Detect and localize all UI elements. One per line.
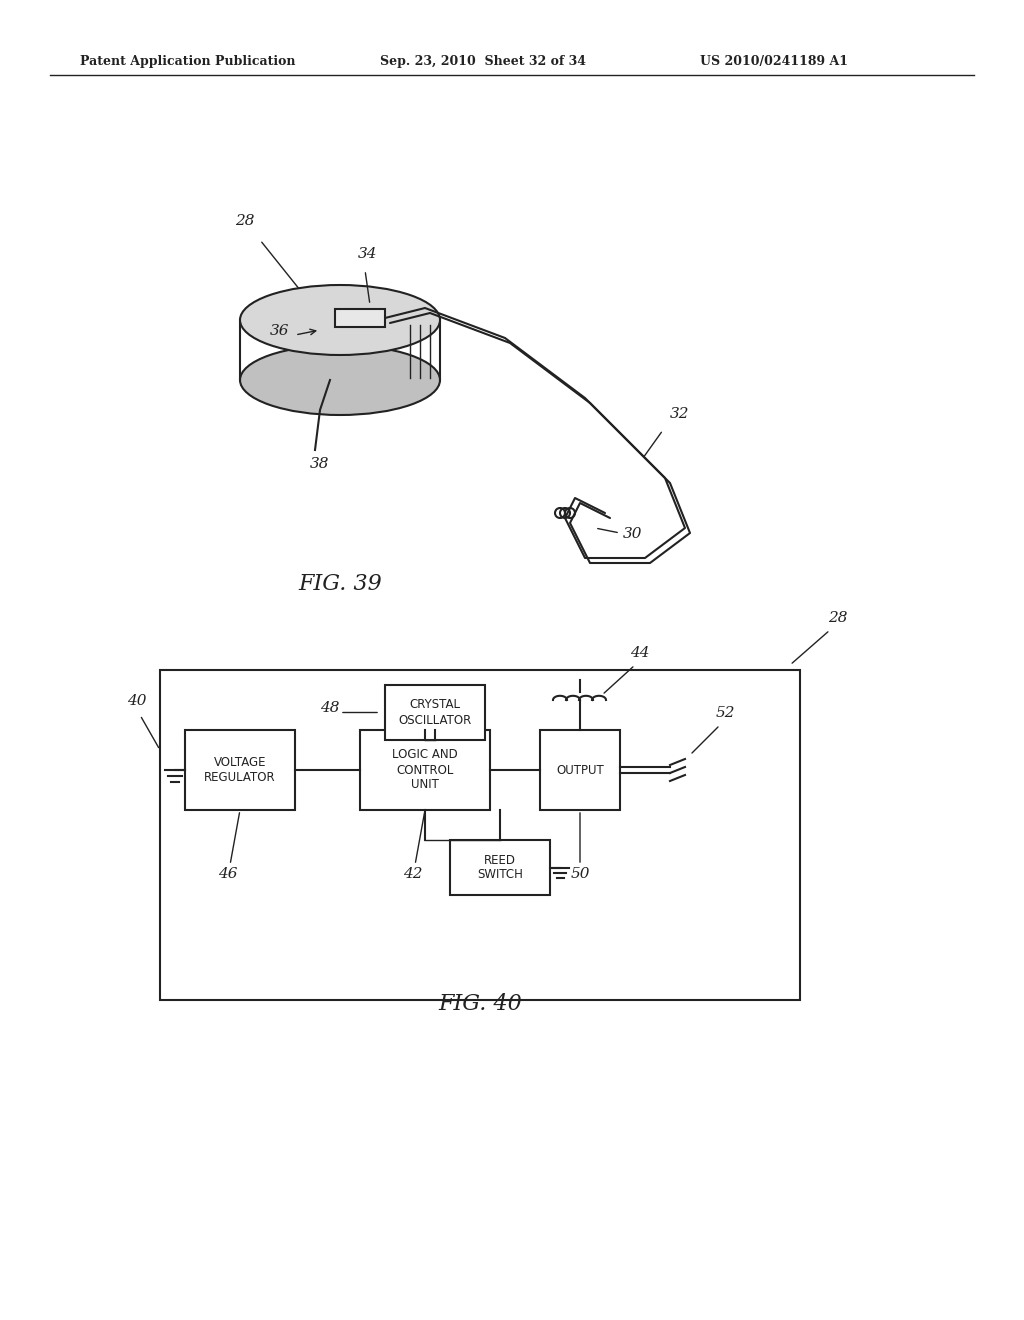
Text: 46: 46 <box>218 867 238 880</box>
Text: 52: 52 <box>715 706 735 719</box>
Text: VOLTAGE
REGULATOR: VOLTAGE REGULATOR <box>204 756 275 784</box>
Text: REED
SWITCH: REED SWITCH <box>477 854 523 882</box>
Text: 40: 40 <box>127 694 146 708</box>
Text: 36: 36 <box>270 323 290 338</box>
FancyBboxPatch shape <box>335 309 385 327</box>
FancyBboxPatch shape <box>450 840 550 895</box>
FancyBboxPatch shape <box>185 730 295 810</box>
Text: 28: 28 <box>236 214 255 228</box>
FancyBboxPatch shape <box>160 671 800 1001</box>
Text: 42: 42 <box>403 867 423 880</box>
Text: 50: 50 <box>570 867 590 880</box>
Ellipse shape <box>240 345 440 414</box>
FancyBboxPatch shape <box>385 685 485 741</box>
Text: FIG. 39: FIG. 39 <box>298 573 382 595</box>
Text: CRYSTAL
OSCILLATOR: CRYSTAL OSCILLATOR <box>398 698 472 726</box>
Text: US 2010/0241189 A1: US 2010/0241189 A1 <box>700 55 848 69</box>
Text: 34: 34 <box>358 247 378 261</box>
Text: 32: 32 <box>671 407 690 421</box>
Text: 38: 38 <box>310 457 330 471</box>
Text: Patent Application Publication: Patent Application Publication <box>80 55 296 69</box>
Text: LOGIC AND
CONTROL
UNIT: LOGIC AND CONTROL UNIT <box>392 748 458 792</box>
FancyBboxPatch shape <box>360 730 490 810</box>
Text: 48: 48 <box>321 701 340 715</box>
Text: 28: 28 <box>828 611 848 624</box>
Text: 44: 44 <box>630 645 650 660</box>
Text: FIG. 40: FIG. 40 <box>438 993 522 1015</box>
Text: OUTPUT: OUTPUT <box>556 763 604 776</box>
Text: 30: 30 <box>624 527 643 541</box>
FancyBboxPatch shape <box>540 730 620 810</box>
Ellipse shape <box>240 285 440 355</box>
Text: Sep. 23, 2010  Sheet 32 of 34: Sep. 23, 2010 Sheet 32 of 34 <box>380 55 586 69</box>
